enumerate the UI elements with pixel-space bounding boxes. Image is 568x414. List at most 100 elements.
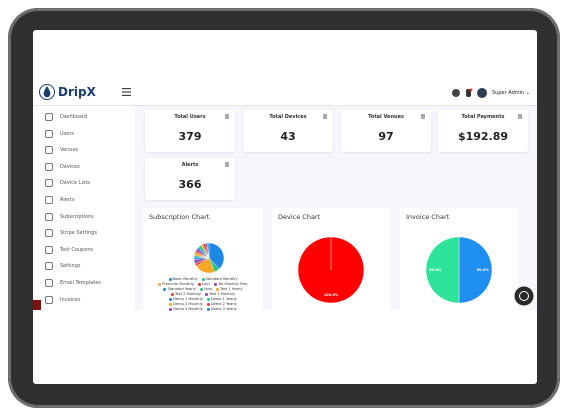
nav-item[interactable]: Settings (33, 259, 135, 273)
nav-label: Settings (60, 263, 81, 270)
card-title: Alerts (181, 162, 199, 168)
legend-swatch (206, 307, 210, 311)
dashboard-content: Total Users 379 Total Devices 43 Total Venue… (135, 106, 537, 318)
legend-label: Demo 3 Monthly (173, 307, 203, 311)
nav-item[interactable]: Stripe Settings (33, 226, 135, 240)
legend-swatch (163, 287, 167, 291)
card-value: $192.89 (457, 130, 509, 143)
stat-card: Total Venues 97 (341, 110, 431, 152)
pie-slice (208, 242, 225, 270)
card-value: 97 (378, 130, 394, 143)
value-label: 50.0% (429, 268, 442, 272)
chart-title: Invoice Chart (406, 213, 450, 221)
legend-label: Basic Monthly (172, 277, 198, 281)
legend-item: Demo 3 Monthly (169, 307, 203, 311)
stat-card: Total Users 379 (145, 110, 235, 152)
chart (193, 242, 225, 274)
user-menu[interactable]: Super Admin ⌄ (492, 90, 530, 96)
legend-label: Demo 1 Monthly (173, 297, 203, 301)
nav-label: Subscriptions (60, 213, 94, 220)
legend-swatch (205, 292, 208, 296)
chart-title: Device Chart (278, 213, 321, 221)
stat-card: Total Devices 43 (243, 110, 333, 152)
nav-item[interactable]: Email Templates (33, 276, 135, 290)
legend-item: Standard Yearly (163, 287, 196, 291)
nav-item[interactable]: Subscriptions (33, 210, 135, 224)
value-label: 50.0% (477, 268, 490, 272)
legend-swatch (199, 287, 203, 291)
nav-icon (45, 113, 53, 121)
chart-panel: Device Chart 100.0% (272, 208, 390, 318)
legend-label: Premium Monthly (162, 282, 194, 286)
chart: 50.0% 50.0% (425, 236, 493, 304)
nav-item[interactable]: Alerts (33, 193, 135, 207)
nav-label: Venues (60, 147, 79, 154)
legend-item: Lux1 (197, 282, 211, 286)
nav-label: Device Lists (60, 180, 91, 187)
legend-label: Standard Yearly (167, 287, 196, 291)
chart-panel: Subscription Chart Basic Monthly Standard … (143, 208, 263, 318)
nav-icon (45, 295, 53, 304)
nav-icon (45, 179, 53, 188)
legend-label: Lux1 (201, 282, 211, 286)
legend-swatch (169, 307, 173, 311)
nav-item[interactable]: Test Coupons (33, 243, 135, 257)
legend-swatch (201, 277, 205, 281)
legend-swatch (158, 282, 162, 286)
nav-item[interactable]: Devices (33, 160, 135, 174)
card-icon (518, 114, 522, 119)
legend-item: Lexa (199, 287, 213, 291)
legend-item: No Monthly Plan (214, 282, 248, 286)
nav-label: Devices (60, 163, 80, 170)
legend-swatch (206, 302, 210, 306)
whatsapp-button[interactable] (514, 286, 534, 306)
nav-item[interactable]: Venues (33, 143, 135, 157)
stat-card: Total Payments $192.89 (438, 110, 528, 152)
nav-item[interactable]: Users (33, 127, 135, 141)
nav-icon (45, 212, 53, 221)
sidebar: Dashboard Users Venues Devices Device Lists A… (33, 106, 136, 310)
nav-item[interactable]: Device Lists (33, 176, 135, 190)
chart-title: Subscription Chart (149, 213, 210, 221)
nav-label: Invoices (60, 296, 81, 303)
nav-label: Users (60, 130, 75, 137)
nav-icon (45, 146, 53, 155)
legend-swatch (168, 277, 172, 281)
menu-toggle[interactable] (122, 88, 131, 96)
legend-item: Test 1 Yearly (216, 287, 243, 291)
legend-swatch (170, 292, 174, 296)
legend-swatch (206, 297, 210, 301)
card-title: Total Devices (269, 114, 307, 120)
pie-slice (458, 236, 493, 304)
nav-item[interactable]: Dashboard (33, 110, 135, 124)
screen: DripX Super Admin ⌄ Dashboard Users Venues… (33, 30, 537, 384)
legend-label: Test 1 Monthly (209, 292, 236, 296)
legend-label: Demo 1 Yearly (210, 297, 237, 301)
legend-item: Demo 2 Monthly (169, 302, 203, 306)
nav-icon (45, 229, 53, 238)
card-icon (225, 114, 229, 119)
chart: 100.0% (297, 236, 365, 304)
nav-label: Email Templates (60, 280, 101, 286)
brand: DripX (58, 85, 96, 99)
nav-icon (45, 196, 53, 204)
legend-label: Test 1 Yearly (220, 287, 243, 291)
nav-item[interactable]: Invoices (33, 293, 135, 307)
legend-label: Demo 3 Yearly (210, 307, 237, 311)
nav-label: Alerts (60, 197, 75, 203)
legend-swatch (214, 282, 218, 286)
legend-item: Test 1 Monthly (205, 292, 235, 296)
card-title: Total Payments (461, 114, 505, 120)
nav-icon (45, 162, 53, 171)
card-title: Total Venues (368, 114, 404, 120)
legend-swatch (169, 297, 173, 301)
header-icons[interactable] (451, 87, 487, 99)
legend-item: Basic Monthly (168, 277, 198, 281)
top-bar: DripX Super Admin ⌄ (33, 80, 537, 106)
stat-card: Alerts 366 (145, 158, 235, 200)
legend-item: Standard Monthly (201, 277, 237, 281)
card-title: Total Users (174, 114, 206, 120)
legend-label: Lexa (203, 287, 213, 291)
legend-item: Premium Monthly (158, 282, 194, 286)
